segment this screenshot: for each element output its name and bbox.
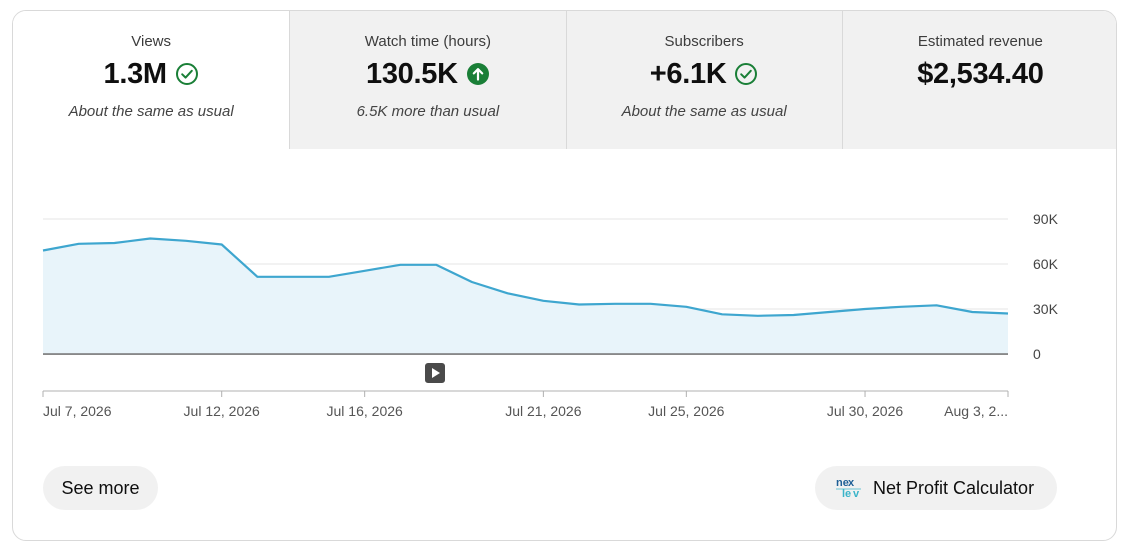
metric-tab-estimated-revenue[interactable]: Estimated revenue $2,534.40 xyxy=(841,11,1116,149)
data-point xyxy=(649,303,651,305)
x-tick-label: Jul 12, 2026 xyxy=(184,403,260,419)
metric-label: Subscribers xyxy=(664,33,744,50)
metric-value-row: 1.3M xyxy=(13,57,289,91)
data-point xyxy=(328,276,330,278)
data-point xyxy=(757,315,759,317)
x-tick-label: Jul 16, 2026 xyxy=(327,403,403,419)
data-point xyxy=(614,303,616,305)
y-tick-label: 60K xyxy=(1033,256,1059,272)
metric-value: $2,534.40 xyxy=(917,57,1044,90)
data-point xyxy=(221,243,223,245)
metric-tab-watch-time[interactable]: Watch time (hours) 130.5K 6.5K more than… xyxy=(289,11,566,149)
data-point xyxy=(1007,312,1009,314)
metric-value-row: 130.5K xyxy=(290,57,565,91)
metric-tab-subscribers[interactable]: Subscribers +6.1K About the same as usua… xyxy=(565,11,842,149)
svg-text:ne: ne xyxy=(836,477,849,489)
data-point xyxy=(42,249,44,251)
metric-value: 1.3M xyxy=(103,57,167,90)
svg-text:v: v xyxy=(853,488,860,500)
x-tick-label: Jul 25, 2026 xyxy=(648,403,724,419)
data-point xyxy=(256,276,258,278)
metric-value: +6.1K xyxy=(649,57,727,90)
nextlev-logo-icon: ne x le v xyxy=(835,475,863,501)
data-point xyxy=(685,306,687,308)
metric-value: 130.5K xyxy=(366,57,458,90)
data-point xyxy=(399,264,401,266)
metric-tab-views[interactable]: Views 1.3M About the same as usual xyxy=(13,11,290,149)
data-point xyxy=(935,304,937,306)
metric-label: Watch time (hours) xyxy=(364,33,491,50)
chart-svg: 90K 60K 30K 0 Jul 7, 2026 Jul 12, 2026 Jul 16,… xyxy=(42,211,1059,419)
data-point xyxy=(542,300,544,302)
data-point xyxy=(149,237,151,239)
metric-label: Views xyxy=(131,33,171,50)
data-point xyxy=(292,276,294,278)
data-point xyxy=(792,314,794,316)
net-profit-calculator-button[interactable]: ne x le v Net Profit Calculator xyxy=(815,466,1057,510)
metric-note xyxy=(843,103,1116,121)
x-tick-label: Jul 30, 2026 xyxy=(827,403,903,419)
data-point xyxy=(364,270,366,272)
analytics-card: Views 1.3M About the same as usual Watch… xyxy=(12,10,1117,541)
data-point xyxy=(971,311,973,313)
y-tick-label: 0 xyxy=(1033,346,1041,362)
metric-value-row: +6.1K xyxy=(567,57,842,91)
video-marker-icon[interactable] xyxy=(425,363,445,383)
arrow-up-circle-icon xyxy=(466,62,490,86)
series-line xyxy=(42,237,1009,317)
data-point xyxy=(471,281,473,283)
data-point xyxy=(864,308,866,310)
x-tick-label: Jul 7, 2026 xyxy=(43,403,112,419)
svg-text:x: x xyxy=(848,477,855,489)
data-point xyxy=(435,264,437,266)
net-profit-calculator-label: Net Profit Calculator xyxy=(873,477,1035,498)
views-chart: 90K 60K 30K 0 Jul 7, 2026 Jul 12, 2026 Jul 16,… xyxy=(13,149,1116,449)
metric-note: About the same as usual xyxy=(621,103,787,120)
svg-text:le: le xyxy=(842,488,851,500)
data-point xyxy=(78,243,80,245)
y-tick-label: 90K xyxy=(1033,211,1059,227)
x-tick-label: Jul 21, 2026 xyxy=(505,403,581,419)
data-point xyxy=(828,311,830,313)
data-point xyxy=(113,242,115,244)
see-more-button[interactable]: See more xyxy=(43,466,158,510)
data-point xyxy=(506,292,508,294)
data-point xyxy=(900,306,902,308)
series-area xyxy=(43,238,1008,354)
x-tick-label: Aug 3, 2... xyxy=(944,403,1008,419)
check-circle-icon xyxy=(175,62,199,86)
metric-note: 6.5K more than usual xyxy=(356,103,500,120)
check-circle-icon xyxy=(734,62,758,86)
data-point xyxy=(185,240,187,242)
y-tick-label: 30K xyxy=(1033,301,1059,317)
metric-note: About the same as usual xyxy=(68,103,234,120)
data-point xyxy=(721,313,723,315)
data-point xyxy=(578,303,580,305)
metric-tabs: Views 1.3M About the same as usual Watch… xyxy=(13,11,1116,149)
metric-value-row: $2,534.40 xyxy=(843,57,1116,91)
metric-label: Estimated revenue xyxy=(917,33,1043,50)
